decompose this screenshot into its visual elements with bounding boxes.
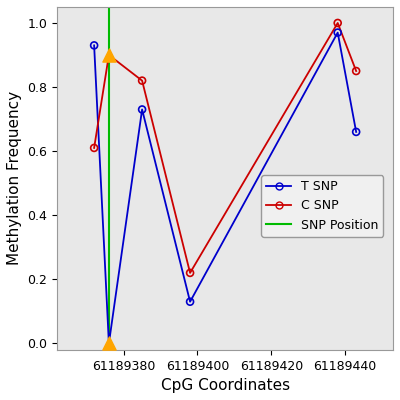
Point — [106, 340, 112, 346]
Point — [187, 270, 193, 276]
Point — [334, 20, 341, 26]
Point — [353, 68, 359, 74]
Point — [353, 129, 359, 135]
Point — [91, 145, 97, 151]
X-axis label: CpG Coordinates: CpG Coordinates — [160, 378, 290, 393]
Point — [139, 106, 145, 113]
Point — [91, 42, 97, 48]
Y-axis label: Methylation Frequency: Methylation Frequency — [7, 91, 22, 266]
Point — [139, 78, 145, 84]
Point — [106, 52, 112, 58]
Point — [334, 29, 341, 36]
Legend: T SNP, C SNP, SNP Position: T SNP, C SNP, SNP Position — [261, 175, 384, 236]
Point — [187, 298, 193, 305]
